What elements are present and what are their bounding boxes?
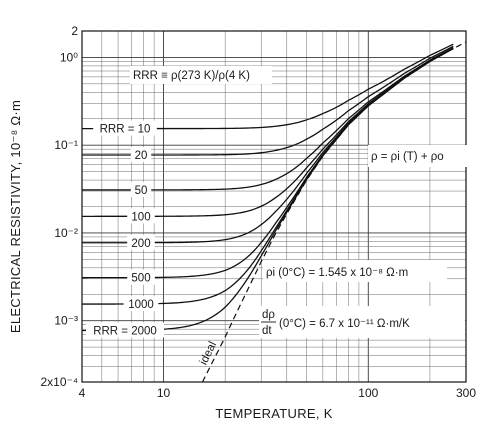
y-tick-label: 10⁰ [60, 50, 78, 64]
curve-label-bg [93, 120, 157, 136]
drho-dt-text: (0°C) = 6.7 x 10⁻¹¹ Ω·m/K [279, 318, 410, 330]
tick-labels: 4 10 100 300 2x10⁻⁴ 10⁻³ 10⁻² 10⁻¹ 10⁰ 2 [40, 24, 476, 400]
rho-formula-annotation: ρ = ρi (T) + ρo [368, 145, 474, 167]
rrr-curve-10 [82, 43, 454, 130]
drho-denominator: dt [262, 325, 272, 337]
curve-label-bg [130, 147, 152, 163]
x-tick-label: 4 [79, 386, 86, 400]
ideal-label: ideal [198, 340, 220, 367]
rho-formula-text: ρ = ρi (T) + ρo [371, 151, 444, 163]
curve-label-rrr-100: 100 [131, 211, 150, 223]
curve-label-rrr-10: RRR = 10 [100, 124, 151, 136]
curve-label-bg [123, 296, 159, 312]
y-axis-title: ELECTRICAL RESISTIVITY, 10⁻⁸ Ω·m [8, 100, 23, 333]
rrr-curve-20 [82, 45, 454, 156]
curve-label-bg [127, 269, 155, 285]
curve-label-rrr-200: 200 [131, 238, 150, 250]
x-axis-title: TEMPERATURE, K [215, 406, 332, 421]
curve-label-bg [86, 322, 164, 338]
curve-label-rrr-20: 20 [135, 150, 148, 162]
rrr-definition-annotation: RRR ≡ ρ(273 K)/ρ(4 K) [130, 66, 272, 84]
y-tick-label: 2 [71, 24, 78, 38]
curve-labels: RRR = 10 20 50 100 200 500 1000 RRR = 2000 [86, 120, 164, 338]
curve-label-bg [130, 181, 152, 197]
y-tick-label: 10⁻¹ [54, 138, 78, 152]
y-tick-label: 2x10⁻⁴ [40, 375, 78, 389]
y-tick-label: 10⁻² [54, 226, 78, 240]
curve-label-bg [127, 234, 155, 250]
drho-numerator: dρ [262, 309, 275, 321]
rho-i-text: ρi (0°C) = 1.545 x 10⁻⁸ Ω·m [266, 267, 408, 279]
x-tick-label: 100 [358, 386, 378, 400]
curve-label-bg [127, 208, 155, 224]
curve-label-rrr-50: 50 [135, 185, 148, 197]
rho-i-annotation: ρi (0°C) = 1.545 x 10⁻⁸ Ω·m [263, 260, 447, 282]
rrr-definition-text: RRR ≡ ρ(273 K)/ρ(4 K) [133, 70, 250, 82]
drho-dt-annotation: dρ dt (0°C) = 6.7 x 10⁻¹¹ Ω·m/K [259, 306, 465, 338]
plot-frame [81, 30, 467, 383]
curve-label-rrr-500: 500 [131, 273, 150, 285]
x-tick-label: 10 [157, 386, 171, 400]
curve-label-rrr-2000: RRR = 2000 [93, 326, 157, 338]
curve-label-rrr-1000: 1000 [128, 299, 154, 311]
y-tick-label: 10⁻³ [54, 314, 78, 328]
x-tick-label: 300 [456, 386, 476, 400]
